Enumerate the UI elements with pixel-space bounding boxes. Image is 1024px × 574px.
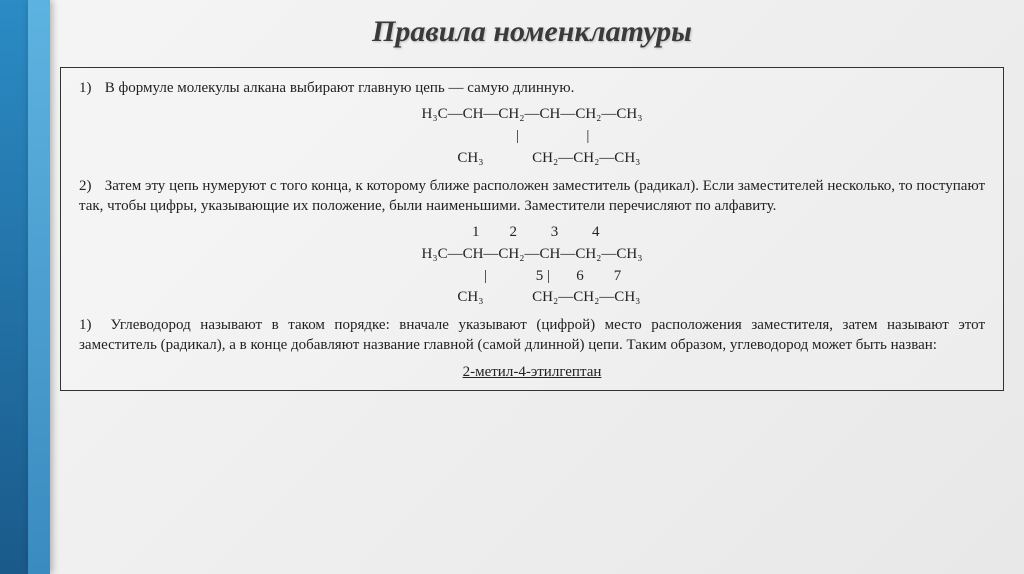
rule-1: 1) В формуле молекулы алкана выбирают гл… — [79, 78, 985, 98]
slide-title: Правила номенклатуры — [60, 15, 1004, 49]
accent-left-stripe — [0, 0, 28, 574]
rule-2: 2) Затем эту цепь нумеруют с того конца,… — [79, 176, 985, 217]
accent-right-stripe — [28, 0, 50, 574]
formula-2-line-3: CH₃ CH₂—CH₂—CH₃ — [79, 287, 985, 309]
formula-1-line-3: CH₃ CH₂—CH₂—CH₃ — [79, 148, 985, 170]
compound-name: 2-метил-4-этилгептан — [79, 362, 985, 382]
formula-1-line-1: H₃C—CH—CH₂—CH—CH₂—CH₃ — [79, 104, 985, 126]
formula-2-nums: 1 2 3 4 — [79, 222, 985, 244]
rule-3: 1) Углеводород называют в таком порядке:… — [79, 315, 985, 356]
rule-3-num: 1) — [79, 315, 101, 335]
rule-1-num: 1) — [79, 78, 101, 98]
rule-2-num: 2) — [79, 176, 101, 196]
rules-box: 1) В формуле молекулы алкана выбирают гл… — [60, 67, 1004, 391]
formula-2-line-1: H₃C—CH—CH₂—CH—CH₂—CH₃ — [79, 244, 985, 266]
rule-1-text: В формуле молекулы алкана выбирают главн… — [105, 80, 575, 96]
rule-3-text: Углеводород называют в таком порядке: вн… — [79, 317, 985, 353]
formula-2-line-2: | 5 | 6 7 — [79, 266, 985, 288]
formula-1: H₃C—CH—CH₂—CH—CH₂—CH₃ | | CH₃ CH₂—CH₂—CH… — [79, 104, 985, 169]
formula-2: 1 2 3 4 H₃C—CH—CH₂—CH—CH₂—CH₃ | 5 | 6 7 … — [79, 222, 985, 309]
slide-content: Правила номенклатуры 1) В формуле молеку… — [60, 15, 1004, 564]
formula-1-line-2: | | — [79, 126, 985, 148]
accent-bar — [0, 0, 50, 574]
rule-2-text: Затем эту цепь нумеруют с того конца, к … — [79, 178, 985, 214]
